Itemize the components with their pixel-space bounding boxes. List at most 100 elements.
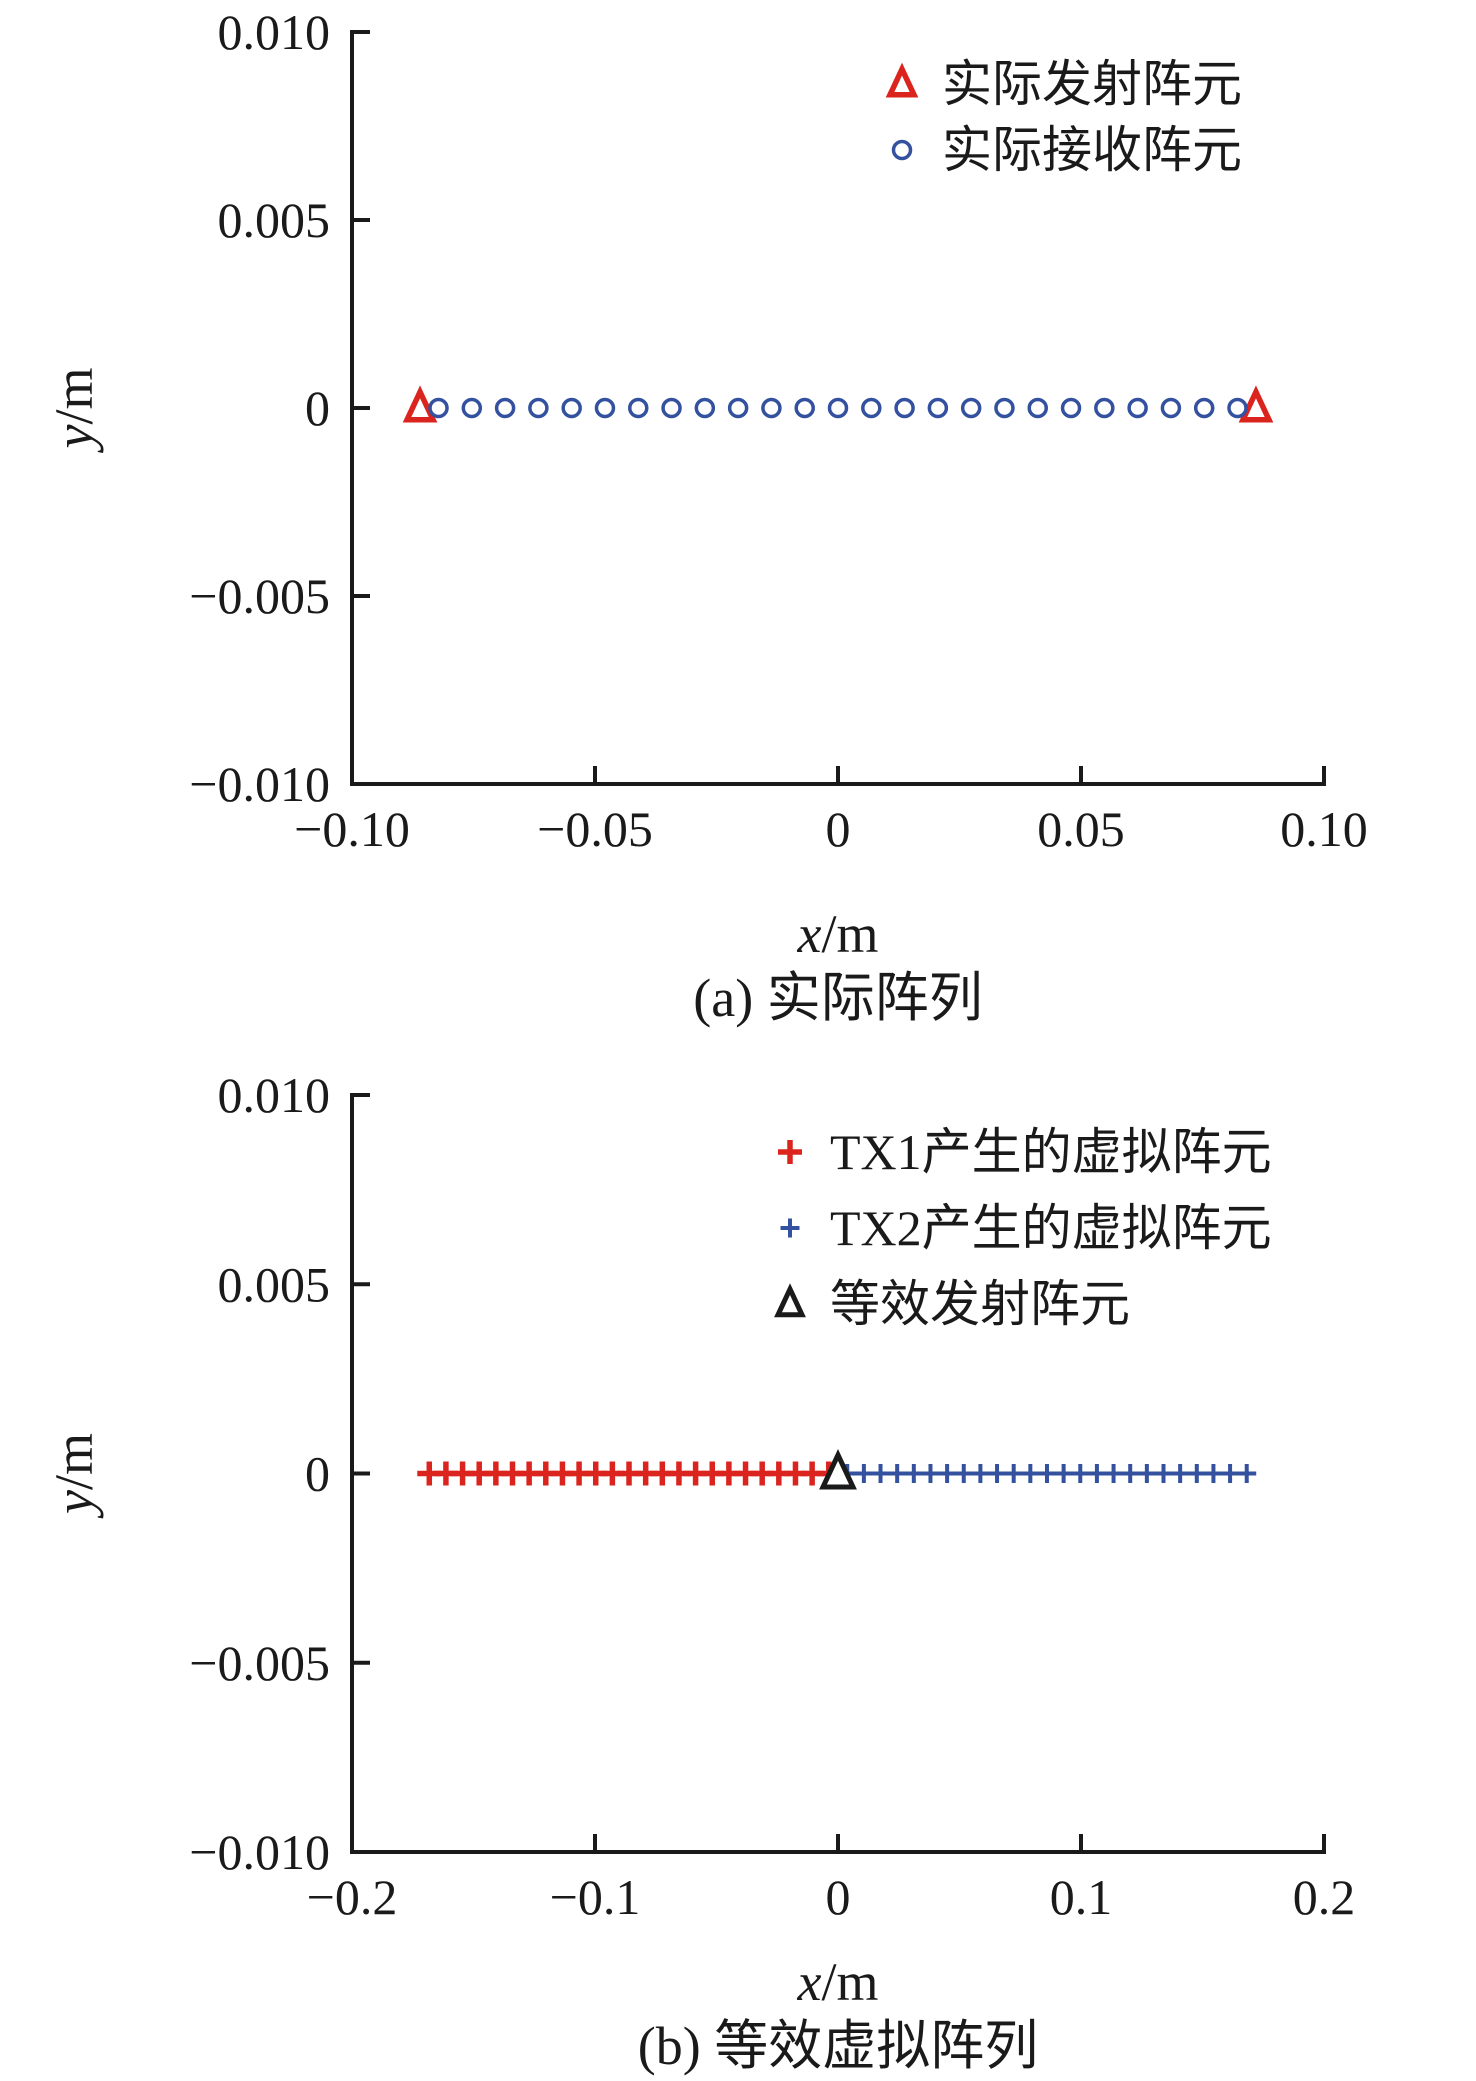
tx-element-triangle-marker [1238,385,1274,423]
legend-item-label: 实际接收阵元 [942,122,1242,178]
chart-a-actual-array: −0.10 −0.05 0 0.05 0.10 0.010 0.005 0 −0.005 −0.0… [44,4,1368,1028]
virtual-element-plus-marker [1020,1464,1040,1483]
rx-element-circle-marker [894,397,915,419]
x-tick-label: −0.2 [307,1869,398,1925]
y-tick-label: −0.005 [189,568,330,624]
x-tick-label: 0.05 [1037,801,1125,857]
y-tick-label: −0.010 [189,1824,330,1880]
x-axis-label: x/m [797,1952,879,2012]
virtual-element-plus-marker [1004,1464,1024,1483]
rx-element-circle-marker [861,397,882,419]
virtual-element-plus-marker [1037,1464,1057,1483]
rx-element-circle-marker [1227,397,1248,419]
tx-element-triangle-marker [885,62,919,98]
y-tick-label: 0.010 [218,4,331,60]
rx-element-circle-marker [960,397,982,419]
y-tick-label: 0 [305,380,330,436]
rx-element-circle-marker [661,397,682,419]
subplot-caption: (b) 等效虚拟阵列 [638,2016,1038,2076]
virtual-element-plus-marker [1070,1464,1090,1483]
virtual-element-plus-marker [1170,1464,1190,1483]
virtual-element-plus-marker [1087,1464,1107,1483]
series-TX2产生的虚拟阵元 [837,1464,1257,1483]
virtual-element-plus-marker [1153,1464,1173,1483]
rx-element-circle-marker [1160,397,1182,419]
virtual-element-plus-marker [1120,1464,1140,1483]
virtual-element-plus-marker [1237,1464,1257,1483]
virtual-element-plus-marker [1187,1464,1207,1483]
virtual-element-plus-marker [1220,1464,1240,1483]
subplot-caption: (a) 实际阵列 [693,968,982,1028]
rx-element-circle-marker [628,397,649,419]
tx-element-triangle-marker [402,385,438,423]
rx-element-circle-marker [1027,397,1048,419]
y-axis-label: y/m [44,1433,104,1519]
rx-element-circle-marker [1127,397,1148,419]
x-tick-label: −0.1 [550,1869,641,1925]
series-等效发射阵元 [819,1448,857,1490]
virtual-element-plus-marker [1203,1464,1223,1483]
rx-element-circle-marker [827,397,849,419]
virtual-element-plus-marker [954,1464,974,1483]
y-tick-label: −0.010 [189,756,330,812]
y-axis-label: y/m [44,368,104,454]
rx-element-circle-marker [561,397,582,419]
y-tick-label: 0 [305,1446,330,1502]
y-tick-label: 0.005 [218,192,331,248]
rx-element-circle-marker [794,397,815,419]
virtual-element-plus-marker [1054,1464,1074,1483]
virtual-element-plus-marker [871,1464,891,1483]
rx-element-circle-marker [594,397,616,419]
rx-element-circle-marker [994,397,1015,419]
rx-element-circle-marker [694,397,716,419]
rx-element-circle-marker [1193,397,1215,419]
y-tick-label: 0.010 [218,1067,331,1123]
virtual-element-plus-marker [854,1464,874,1483]
tx-element-triangle-marker [819,1448,857,1490]
series-实际接收阵元 [428,397,1248,419]
legend-item-label: TX1产生的虚拟阵元 [830,1124,1272,1180]
rx-element-circle-marker [428,397,449,419]
rx-element-circle-marker [727,397,749,419]
x-tick-label: 0.1 [1050,1869,1113,1925]
x-tick-label: 0 [826,801,851,857]
virtual-element-plus-marker [1137,1464,1157,1483]
legend-item-label: TX2产生的虚拟阵元 [830,1200,1272,1256]
chart-b-virtual-array: −0.2 −0.1 0 0.1 0.2 0.010 0.005 0 −0.005 −0.010 x/… [44,1067,1356,2076]
series-实际发射阵元 [402,385,1274,423]
virtual-element-plus-marker [987,1464,1007,1483]
rx-element-circle-marker [528,397,549,419]
legend-item-label: 实际发射阵元 [942,56,1242,112]
rx-element-circle-marker [891,139,913,161]
tx-element-triangle-marker [774,1283,806,1318]
rx-element-circle-marker [1094,397,1115,419]
x-tick-label: 0 [826,1869,851,1925]
x-tick-label: −0.10 [294,801,410,857]
rx-element-circle-marker [494,397,516,419]
x-tick-label: 0.10 [1280,801,1368,857]
x-tick-label: 0.2 [1293,1869,1356,1925]
virtual-element-plus-marker [887,1464,907,1483]
y-tick-label: −0.005 [189,1635,330,1691]
x-axis-label: x/m [797,904,879,964]
virtual-element-plus-marker [1104,1464,1124,1483]
virtual-element-plus-marker [970,1464,990,1483]
legend-item-label: 等效发射阵元 [830,1276,1130,1332]
y-tick-label: 0.005 [218,1256,331,1312]
rx-element-circle-marker [461,397,483,419]
series-TX1产生的虚拟阵元 [417,1461,841,1486]
virtual-element-plus-marker [904,1464,924,1483]
axes-spines [350,30,1326,786]
axes-spines [350,1093,1326,1854]
virtual-element-plus-marker [920,1464,940,1483]
rx-element-circle-marker [761,397,782,419]
virtual-element-plus-marker [778,1140,802,1164]
x-tick-label: −0.05 [537,801,653,857]
rx-element-circle-marker [927,397,949,419]
virtual-element-plus-marker [937,1464,957,1483]
virtual-element-plus-marker [780,1218,800,1238]
rx-element-circle-marker [1060,397,1082,419]
